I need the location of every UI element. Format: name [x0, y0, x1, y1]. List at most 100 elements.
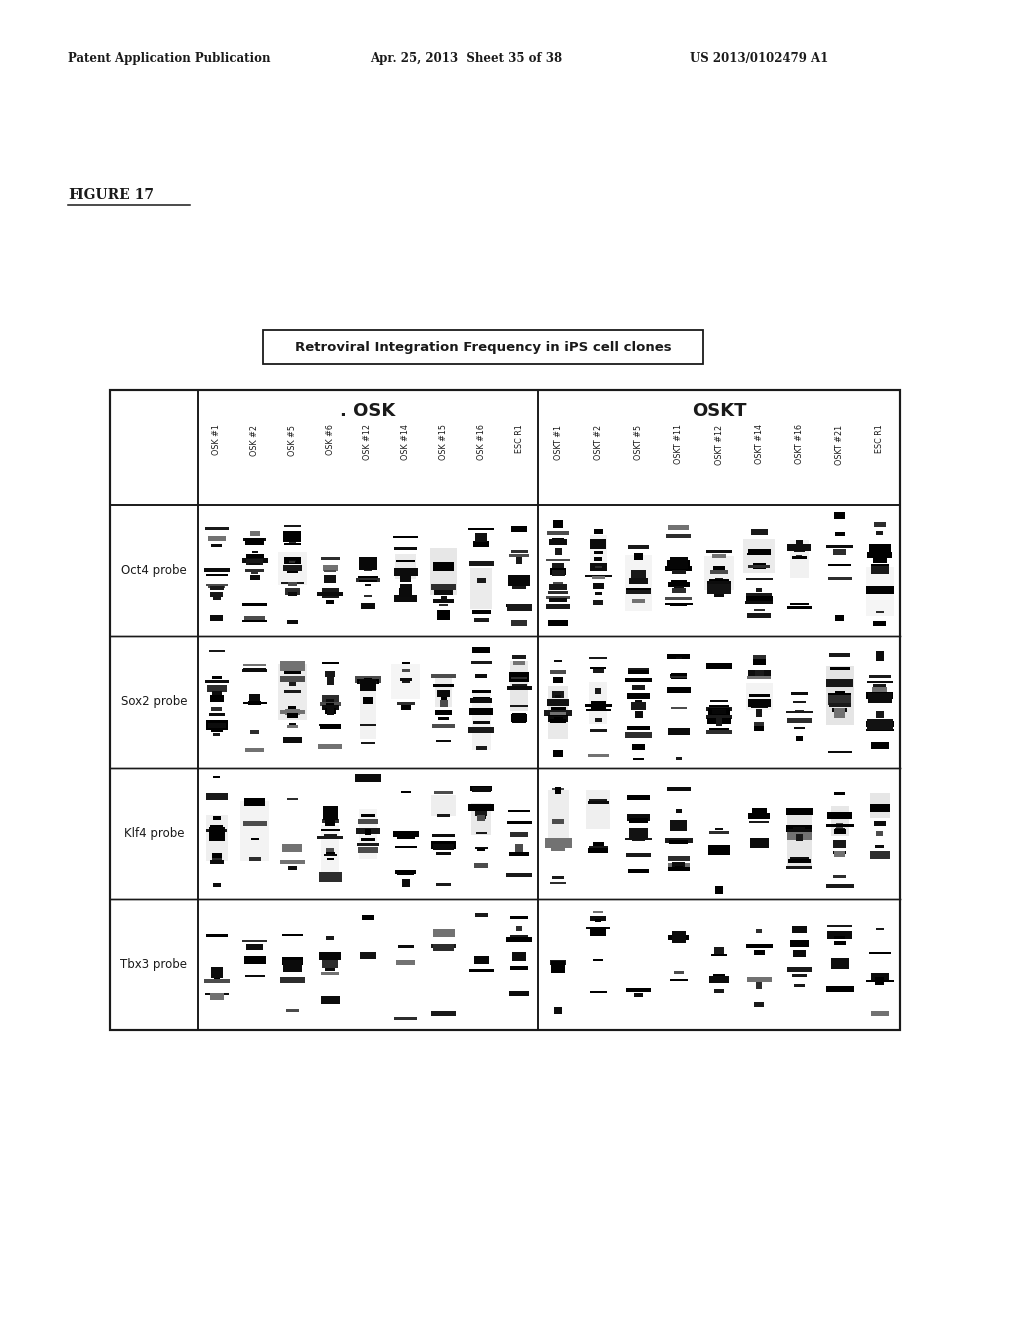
- Bar: [516, 557, 522, 564]
- Bar: [397, 871, 415, 875]
- Bar: [588, 801, 609, 804]
- Bar: [322, 972, 339, 974]
- Bar: [668, 935, 689, 940]
- Bar: [787, 829, 812, 834]
- Bar: [635, 700, 642, 710]
- Bar: [355, 774, 381, 781]
- Bar: [668, 855, 690, 861]
- Bar: [512, 684, 526, 688]
- Bar: [213, 816, 221, 820]
- Text: OSKT #2: OSKT #2: [594, 425, 603, 459]
- Bar: [252, 550, 258, 553]
- Bar: [249, 694, 260, 696]
- Bar: [867, 681, 893, 684]
- Bar: [553, 582, 563, 589]
- Bar: [793, 974, 807, 977]
- Bar: [319, 952, 341, 960]
- Bar: [668, 863, 690, 867]
- Bar: [434, 590, 453, 595]
- Bar: [866, 721, 894, 727]
- Bar: [399, 585, 412, 597]
- Bar: [319, 702, 341, 706]
- Bar: [590, 535, 607, 569]
- Bar: [475, 912, 487, 916]
- Bar: [549, 583, 567, 590]
- Bar: [213, 733, 220, 735]
- Bar: [243, 940, 267, 942]
- Bar: [547, 700, 569, 705]
- Bar: [548, 715, 568, 721]
- Bar: [283, 960, 302, 972]
- Bar: [471, 661, 492, 664]
- Bar: [399, 587, 412, 595]
- Bar: [594, 552, 603, 554]
- Bar: [632, 599, 645, 603]
- Bar: [828, 693, 851, 697]
- Bar: [866, 586, 894, 594]
- Bar: [245, 975, 264, 977]
- Bar: [246, 554, 264, 560]
- Bar: [834, 840, 846, 849]
- Text: Tbx3 probe: Tbx3 probe: [121, 958, 187, 972]
- Bar: [715, 886, 723, 894]
- Bar: [430, 548, 457, 595]
- Bar: [206, 719, 228, 730]
- Bar: [797, 540, 803, 544]
- Bar: [246, 537, 264, 545]
- Bar: [707, 581, 731, 585]
- Bar: [317, 837, 343, 840]
- Bar: [796, 710, 804, 713]
- Bar: [433, 845, 454, 850]
- Bar: [431, 583, 457, 590]
- Bar: [634, 553, 643, 560]
- Bar: [431, 795, 457, 816]
- Bar: [246, 748, 264, 752]
- Bar: [249, 564, 260, 565]
- Text: . OSK: . OSK: [340, 401, 395, 420]
- Bar: [322, 694, 339, 702]
- Bar: [211, 968, 223, 978]
- Bar: [873, 556, 887, 562]
- Bar: [553, 788, 564, 791]
- Bar: [365, 566, 372, 570]
- Bar: [472, 788, 492, 792]
- Bar: [365, 829, 372, 836]
- Bar: [548, 619, 568, 626]
- Bar: [475, 810, 487, 816]
- Bar: [515, 843, 523, 851]
- Bar: [550, 711, 566, 715]
- Bar: [793, 556, 807, 560]
- Bar: [208, 723, 226, 729]
- Bar: [667, 787, 691, 792]
- Bar: [627, 726, 650, 730]
- Bar: [210, 593, 223, 597]
- Bar: [207, 829, 227, 832]
- Bar: [322, 661, 339, 664]
- Bar: [835, 512, 845, 519]
- Bar: [394, 595, 417, 602]
- Bar: [712, 954, 727, 956]
- Bar: [550, 882, 566, 883]
- Bar: [436, 883, 451, 886]
- Bar: [250, 576, 259, 579]
- Bar: [750, 838, 769, 849]
- Bar: [548, 717, 568, 722]
- Bar: [283, 845, 302, 853]
- Bar: [671, 672, 687, 678]
- Bar: [665, 597, 692, 599]
- Bar: [745, 597, 773, 605]
- Bar: [513, 661, 525, 665]
- Bar: [361, 952, 375, 957]
- Bar: [787, 810, 812, 867]
- Bar: [590, 729, 606, 731]
- Bar: [671, 820, 687, 830]
- Bar: [635, 993, 643, 997]
- Text: OSK #15: OSK #15: [439, 425, 449, 461]
- Bar: [357, 847, 379, 853]
- Bar: [828, 694, 851, 705]
- Bar: [318, 873, 342, 882]
- Bar: [206, 574, 227, 577]
- Bar: [710, 570, 728, 574]
- Bar: [436, 723, 451, 726]
- Bar: [545, 838, 571, 847]
